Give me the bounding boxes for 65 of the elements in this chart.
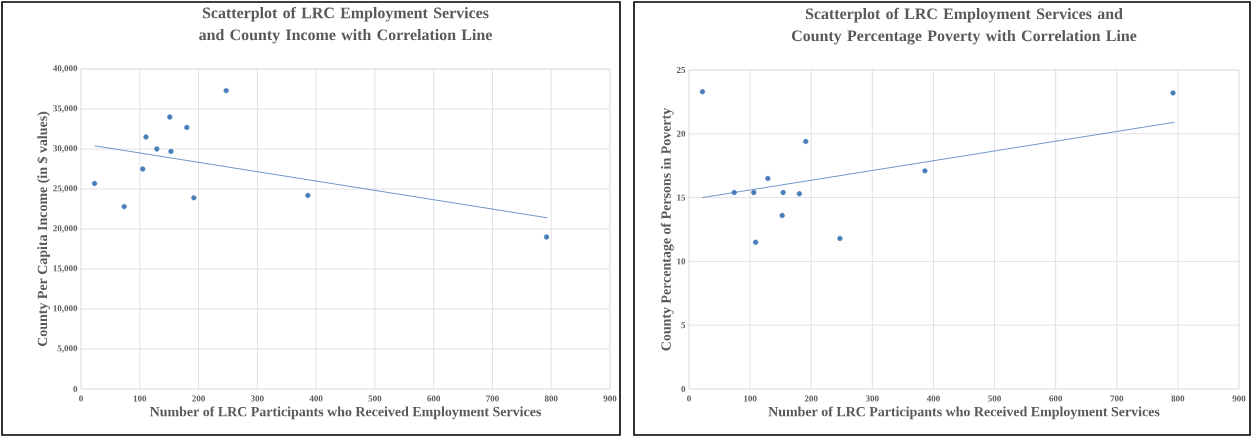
point	[543, 234, 550, 240]
point	[91, 180, 98, 186]
x-tick-label: 100	[744, 395, 757, 402]
x-tick-label: 200	[804, 395, 818, 402]
x-tick-label: 300	[865, 395, 879, 402]
y-tick-label: 0	[681, 385, 686, 393]
x-tick-label: 600	[427, 395, 441, 402]
point	[143, 134, 149, 140]
x-tick-label: 500	[368, 395, 382, 402]
x-tick-label: 100	[133, 395, 147, 402]
y-tick-label: 25	[676, 66, 686, 74]
point	[780, 189, 786, 196]
point	[223, 87, 229, 94]
x-tick-label: 700	[486, 395, 499, 402]
y-tick-label: 0	[73, 385, 78, 393]
chart-title: Scatterplot of LRC Employment Services and County Income with Correlation Line	[199, 6, 492, 44]
point	[753, 239, 759, 245]
x-tick-label: 0	[687, 395, 691, 402]
x-axis-title: Number of LRC Participants who Received Employment Services	[768, 406, 1160, 420]
point	[154, 146, 160, 152]
point	[191, 195, 197, 201]
x-tick-label: 800	[544, 395, 558, 402]
y-tick-label: 15,000	[53, 265, 78, 273]
point	[765, 175, 771, 182]
y-axis-title: County Percentage of Persons in Poverty	[660, 107, 674, 351]
point	[1170, 90, 1176, 96]
point	[184, 124, 190, 130]
y-tick-label: 20,000	[53, 225, 78, 233]
y-tick-label: 5,000	[57, 345, 78, 353]
x-tick-label: 400	[309, 395, 323, 402]
point	[751, 189, 757, 196]
point	[796, 191, 802, 197]
x-tick-label: 600	[1049, 395, 1063, 402]
x-tick-label: 700	[1110, 395, 1124, 402]
point	[167, 114, 173, 120]
y-tick-label: 30,000	[53, 145, 78, 153]
point	[803, 138, 809, 145]
y-tick-label: 40,000	[52, 65, 78, 73]
y-tick-label: 15	[677, 194, 686, 201]
x-tick-label: 0	[79, 395, 83, 402]
x-tick-label: 500	[988, 395, 1001, 402]
y-tick-label: 10	[677, 258, 686, 265]
x-tick-label: 900	[1232, 395, 1246, 402]
point	[731, 189, 737, 196]
x-tick-label: 800	[1171, 395, 1185, 402]
point	[922, 168, 928, 174]
x-tick-label: 200	[192, 395, 205, 402]
point	[121, 203, 127, 210]
y-axis-title: County Per Capita Income (in $ values)	[36, 111, 50, 347]
y-tick-label: 20	[676, 130, 686, 137]
point	[699, 89, 706, 95]
point	[837, 235, 843, 242]
x-tick-label: 900	[603, 395, 617, 402]
y-tick-label: 25,000	[53, 185, 78, 193]
chart-title: Scatterplot of LRC Employment Services and County Percentage Poverty with Correlation Line	[791, 7, 1137, 45]
y-tick-label: 10,000	[53, 305, 78, 313]
y-tick-label: 5	[681, 322, 686, 329]
point	[779, 212, 785, 219]
point	[168, 148, 174, 154]
x-axis-title: Number of LRC Participants who Received Employment Services	[149, 406, 541, 420]
y-tick-label: 35,000	[53, 105, 78, 113]
point	[140, 166, 146, 172]
x-tick-label: 400	[926, 395, 940, 402]
point	[305, 192, 311, 198]
x-tick-label: 300	[250, 395, 264, 402]
